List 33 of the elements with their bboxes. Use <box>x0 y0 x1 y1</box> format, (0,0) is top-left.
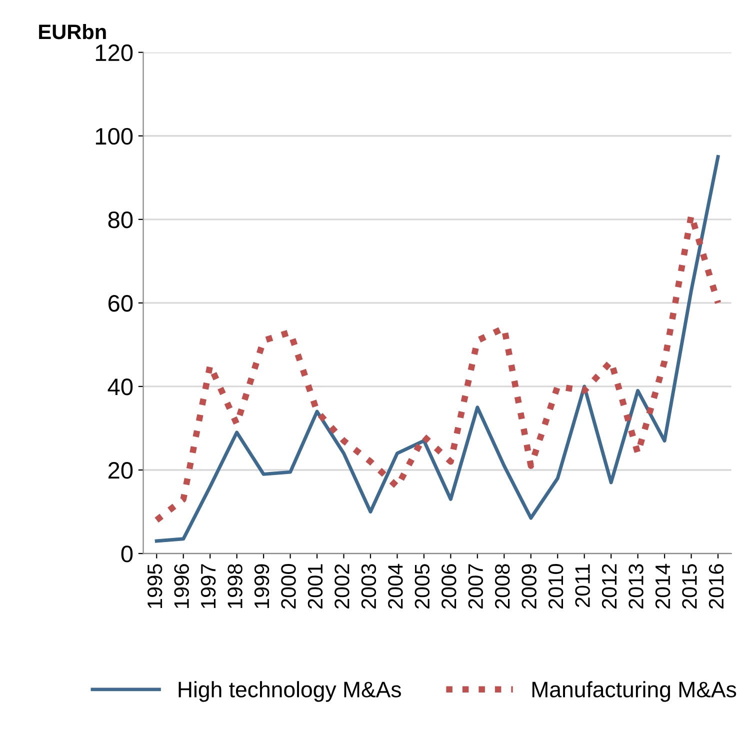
y-tick-label: 80 <box>108 211 133 228</box>
x-tick-label: 1997 <box>200 564 216 608</box>
legend-label: High technology M&As <box>178 681 401 702</box>
y-tick-label: 100 <box>96 128 133 145</box>
y-tick-label: 40 <box>108 378 133 396</box>
x-tick-label: 2013 <box>628 564 644 609</box>
x-tick-label: 1998 <box>228 564 242 608</box>
x-tick-label: 2011 <box>575 564 590 607</box>
y-tick-label: 20 <box>108 462 133 479</box>
line-series <box>154 155 720 543</box>
x-tick-label: 2002 <box>334 564 350 609</box>
x-tick-label: 2014 <box>655 564 670 609</box>
x-tick-label: 2015 <box>682 564 697 609</box>
legend-label: Manufacturing M&As <box>532 681 736 702</box>
x-tick-label: 2004 <box>388 564 403 609</box>
x-tick-label: 1996 <box>174 564 189 608</box>
x-tick-label: 2016 <box>708 564 724 609</box>
x-tick-label: 2010 <box>548 564 564 609</box>
x-tick-label: 2007 <box>468 564 484 609</box>
y-tick-label: 120 <box>96 44 133 62</box>
y-tick-label: 0 <box>121 546 133 562</box>
x-tick-label: 2012 <box>602 564 617 609</box>
x-tick-label: 2000 <box>281 564 296 609</box>
y-tick-label: 60 <box>108 295 133 312</box>
x-tick-label: 2003 <box>361 564 376 609</box>
x-tick-label: 2006 <box>442 564 456 609</box>
x-tick-label: 1995 <box>147 564 162 608</box>
x-tick-label: 2005 <box>414 564 430 609</box>
x-tick-label: 2008 <box>494 564 510 609</box>
x-tick-label: 2009 <box>522 564 536 609</box>
x-tick-label: 1999 <box>254 564 270 608</box>
x-tick-label: 2001 <box>308 564 323 609</box>
y-axis-title: EURbn <box>39 24 106 40</box>
